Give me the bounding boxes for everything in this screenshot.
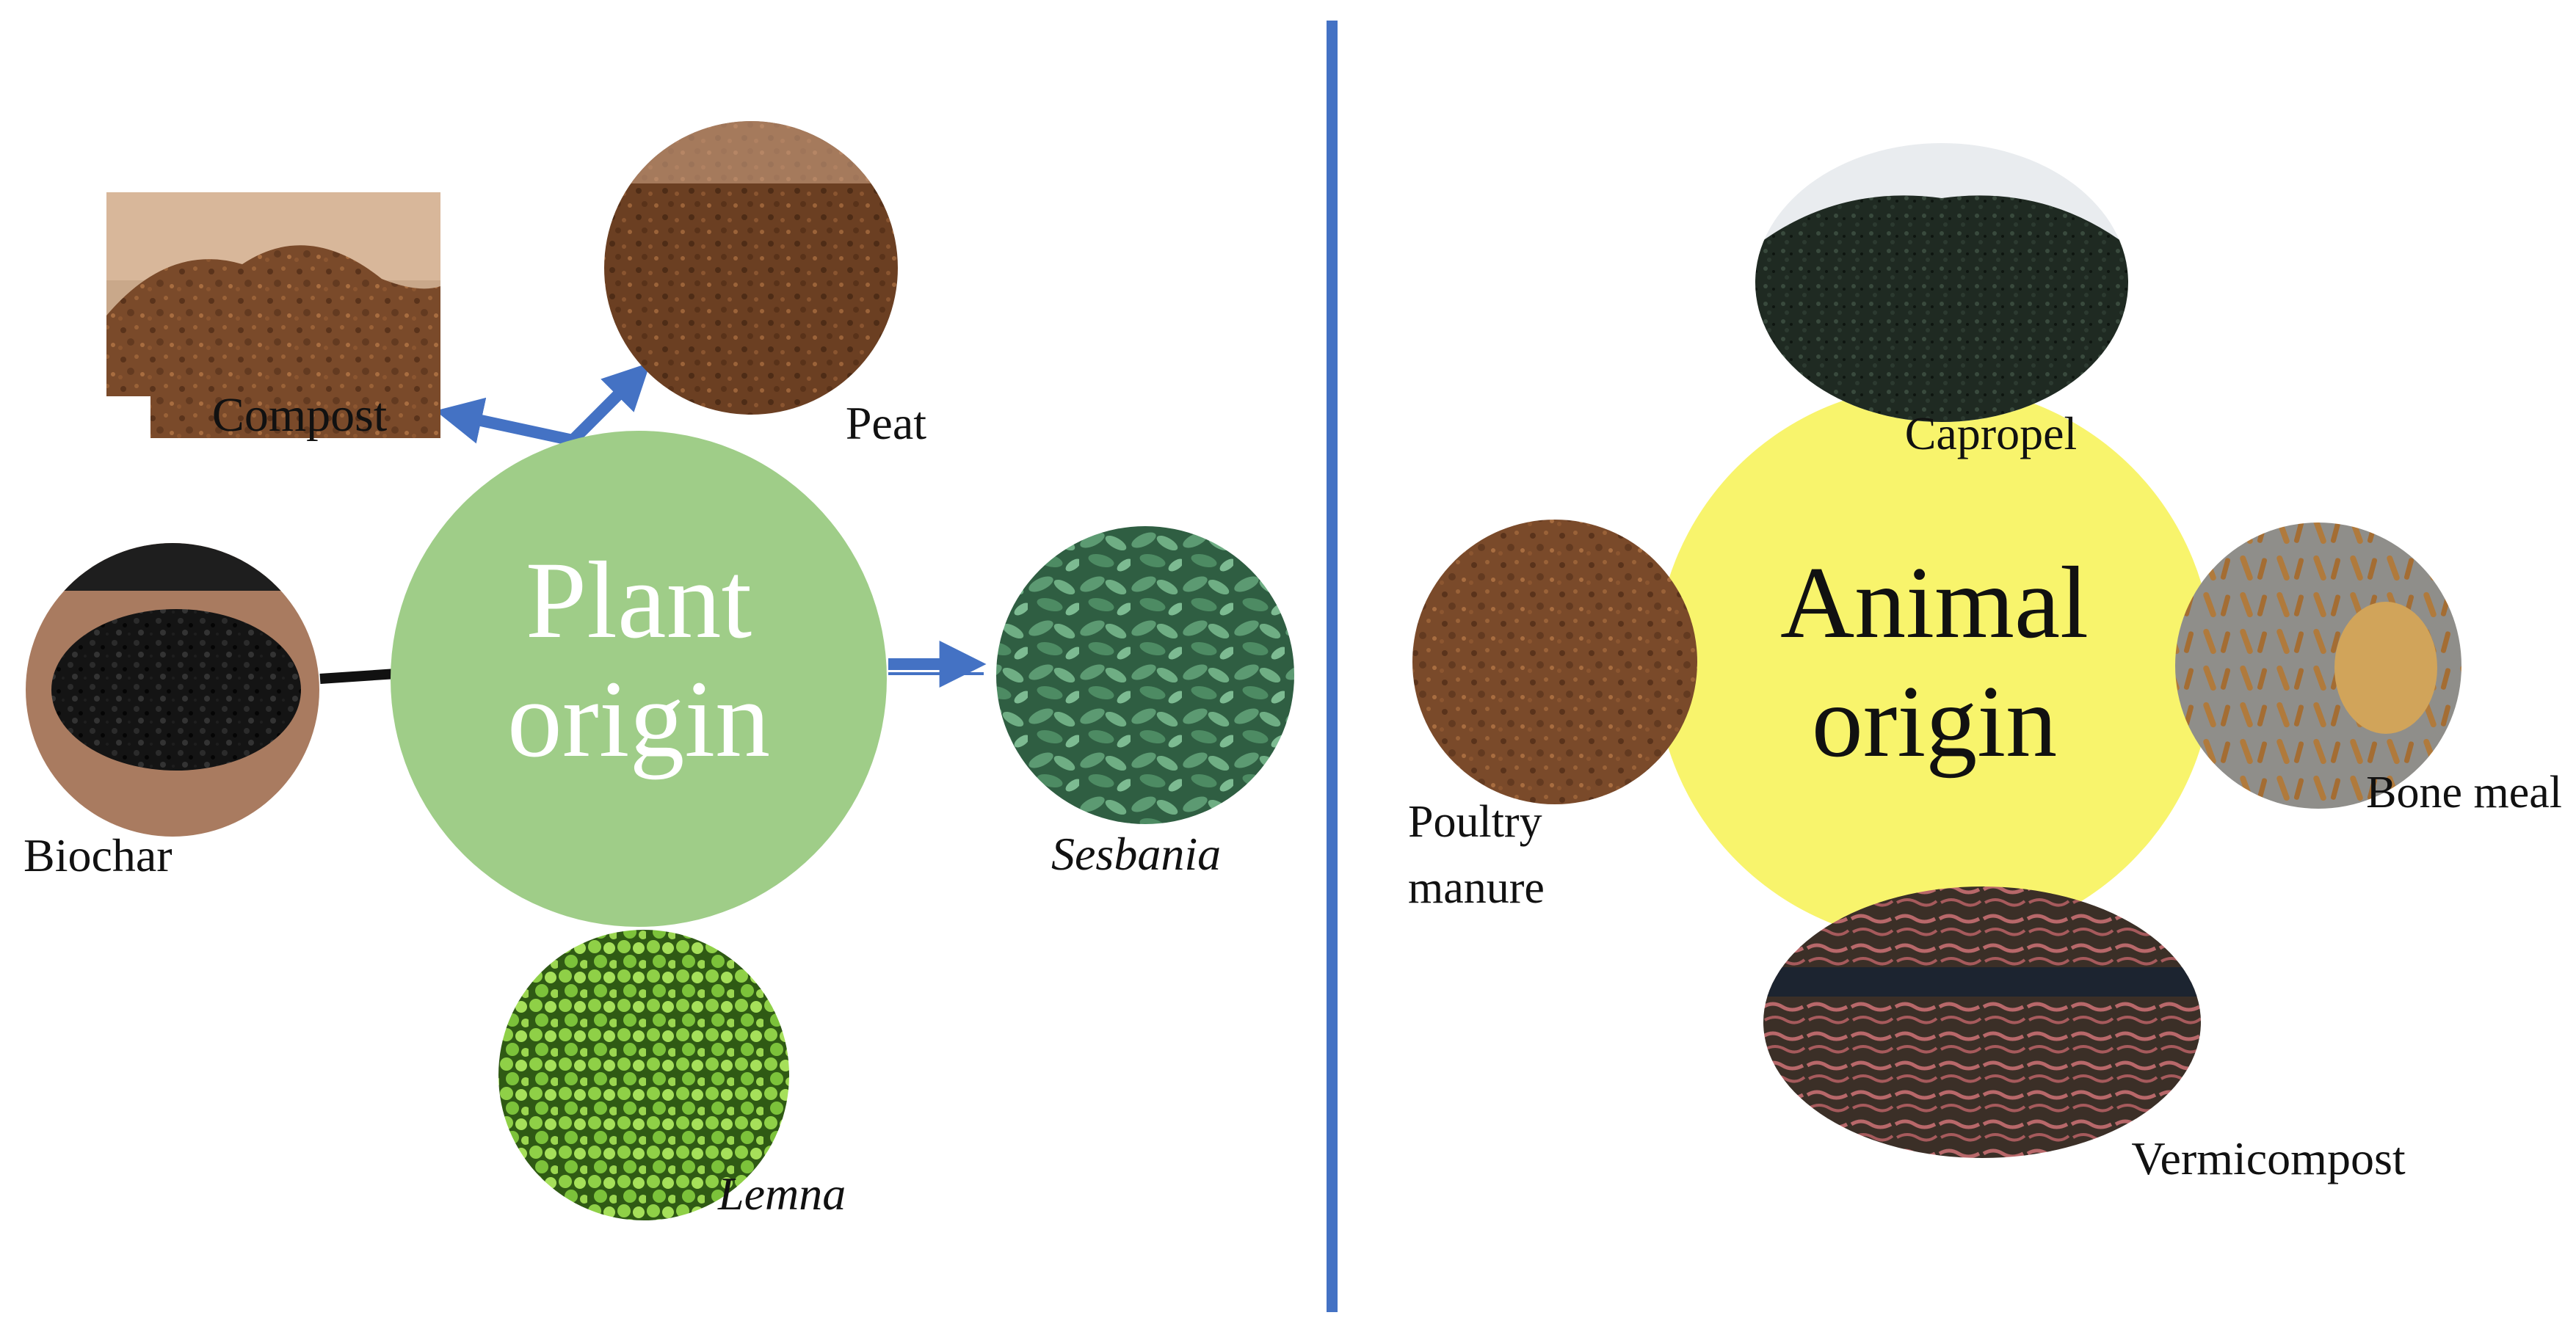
vermicompost-label: Vermicompost — [2131, 1132, 2406, 1184]
arrow-to-compost — [435, 397, 574, 446]
lemna-photo — [498, 930, 789, 1220]
divider-line — [1327, 21, 1338, 1312]
capropel-photo — [1755, 143, 2128, 422]
animal-hub-line2: origin — [1812, 665, 2057, 779]
poultry-manure-label-line2: manure — [1408, 863, 1545, 913]
plant-hub-line2: origin — [507, 658, 770, 780]
capropel-label: Capropel — [1905, 407, 2078, 459]
lemna-label: Lemna — [717, 1168, 846, 1220]
arrow-to-peat — [568, 362, 651, 445]
poultry-manure-label-line1: Poultry — [1408, 797, 1542, 847]
animal-hub-line1: Animal — [1780, 546, 2089, 660]
sesbania-label: Sesbania — [1051, 828, 1221, 880]
animal-hub — [1655, 385, 2213, 943]
peat-photo — [604, 121, 898, 415]
peat-label: Peat — [846, 397, 926, 449]
compost-label: Compost — [212, 388, 387, 442]
compost-photo — [106, 192, 440, 439]
bone-meal-photo — [2175, 523, 2461, 809]
plant-hub-line1: Plant — [526, 539, 752, 661]
bone-meal-label: Bone meal — [2366, 768, 2562, 818]
poultry-manure-photo — [1412, 520, 1697, 804]
vermicompost-photo — [1763, 886, 2201, 1158]
biochar-label: Biochar — [23, 829, 173, 881]
sesbania-photo — [996, 526, 1294, 824]
biochar-photo — [26, 543, 319, 837]
line-to-biochar — [319, 669, 397, 684]
plant-hub — [391, 431, 887, 927]
